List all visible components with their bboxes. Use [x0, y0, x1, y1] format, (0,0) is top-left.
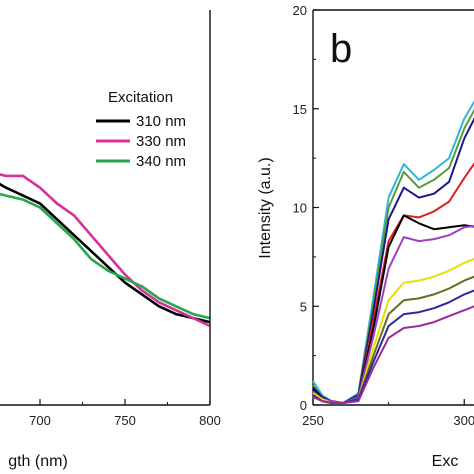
legend-title: Excitation — [108, 89, 173, 106]
series-line-10 — [312, 305, 474, 404]
y-tick-label: 5 — [300, 299, 307, 314]
series-line-6 — [312, 225, 474, 404]
y-tick-label: 0 — [300, 398, 307, 413]
x-tick-label: 300 — [453, 413, 474, 428]
legend-entry: 340 nm — [136, 153, 186, 170]
series-line-8 — [312, 275, 474, 404]
x-tick-label: 250 — [302, 413, 324, 428]
panel-b: 0 5 10 15 20 250 300 Intensity (a.u.) Exc b — [257, 3, 474, 470]
panel-a: 700 750 800 gth (nm) Excitation 310 nm 330 nm 3… — [0, 10, 221, 470]
x-axis-title: Exc — [432, 453, 459, 470]
legend-entry: 310 nm — [136, 113, 186, 130]
series-line-330-nm — [0, 173, 211, 328]
legend-entry: 330 nm — [136, 133, 186, 150]
x-axis-title: gth (nm) — [8, 453, 68, 470]
series-line-340-nm — [0, 192, 211, 320]
y-tick-label: 15 — [293, 102, 307, 117]
panel-label-b: b — [330, 27, 352, 71]
series-line-9 — [312, 289, 474, 404]
x-tick-label: 800 — [199, 413, 221, 428]
y-tick-label: 10 — [293, 201, 307, 216]
x-tick-label: 700 — [29, 413, 51, 428]
series-line-310-nm — [0, 181, 211, 324]
y-axis-title: Intensity (a.u.) — [257, 157, 274, 258]
x-tick-label: 750 — [114, 413, 136, 428]
y-tick-label: 20 — [293, 3, 307, 18]
series-line-4 — [312, 162, 474, 404]
